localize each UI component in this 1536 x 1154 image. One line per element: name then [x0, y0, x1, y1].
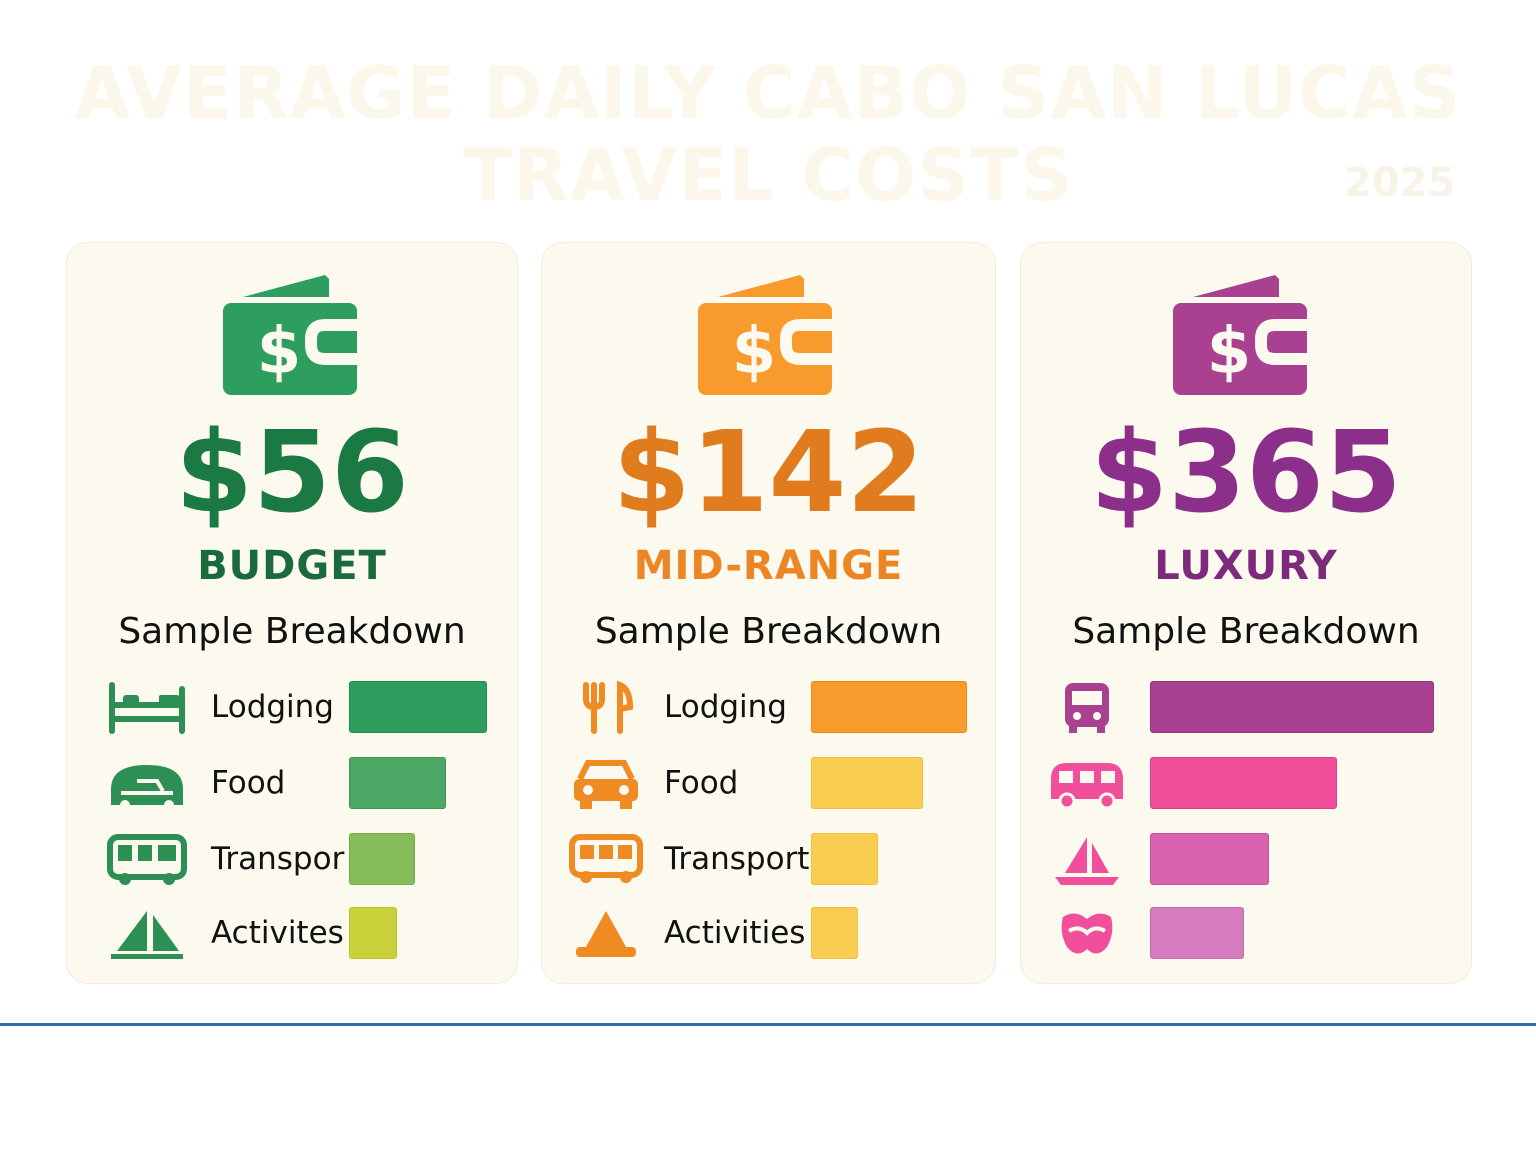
breakdown-row-food: Food	[542, 757, 995, 811]
mid-range-card: $ $142 MID-RANGE Sample Breakdown Lodgin…	[541, 242, 996, 984]
cost-bar	[349, 907, 397, 959]
breakdown-row-lodging: Lodging	[67, 681, 517, 735]
wallet-icon: $	[698, 275, 832, 395]
breakdown-row-lodging: Lodging	[542, 681, 995, 735]
svg-text:$: $	[732, 315, 777, 389]
bed-icon	[109, 682, 185, 734]
page-title: AVERAGE DAILY CABO SAN LUCAS TRAVEL COST…	[0, 52, 1536, 216]
van-icon	[1051, 763, 1123, 810]
cost-bar	[811, 681, 967, 733]
cost-bar	[349, 833, 415, 885]
title-line-2: TRAVEL COSTS	[462, 133, 1074, 217]
bus-icon	[1065, 683, 1109, 733]
cost-bar	[349, 757, 446, 809]
row-label: Food	[211, 765, 286, 801]
daily-price: $142	[612, 408, 925, 538]
cost-bar	[811, 757, 923, 809]
row-label: Lodging	[211, 689, 334, 725]
sailboat-icon	[1055, 837, 1119, 885]
breakdown-row-3	[1021, 833, 1471, 887]
cost-bar	[811, 907, 858, 959]
breakdown-row-2	[1021, 757, 1471, 811]
breakdown-row-activities: Activites	[67, 907, 517, 961]
divider-line	[0, 1023, 1536, 1026]
fork-knife-icon	[583, 681, 634, 734]
cost-bar	[1150, 907, 1244, 959]
bus-icon	[569, 834, 643, 883]
tier-label: BUDGET	[197, 543, 387, 589]
breakdown-row-food: Food	[67, 757, 517, 811]
cost-bar	[1150, 833, 1269, 885]
wallet-icon: $	[1173, 275, 1307, 395]
breakdown-row-transport: Transport	[542, 833, 995, 887]
cost-bar	[811, 833, 878, 885]
breakdown-row-activities: Activities	[542, 907, 995, 961]
cost-bar	[1150, 681, 1434, 733]
title-line-1: AVERAGE DAILY CABO SAN LUCAS	[74, 51, 1462, 135]
daily-price: $56	[175, 408, 409, 538]
row-label: Transpor	[211, 841, 345, 877]
row-label: Food	[664, 765, 739, 801]
row-label: Activities	[664, 915, 806, 951]
breakdown-heading: Sample Breakdown	[118, 611, 466, 652]
breakdown-row-4	[1021, 907, 1471, 961]
car-icon	[111, 765, 183, 810]
breakdown-heading: Sample Breakdown	[594, 611, 943, 652]
mask-icon	[1061, 913, 1113, 954]
car-icon	[574, 760, 638, 809]
cost-bar	[1150, 757, 1337, 809]
row-label: Activites	[211, 915, 344, 951]
wallet-icon: $	[223, 275, 357, 395]
row-label: Lodging	[664, 689, 787, 725]
breakdown-heading: Sample Breakdown	[1072, 611, 1420, 652]
bus-icon	[107, 834, 187, 885]
row-label: Transport	[664, 841, 810, 877]
breakdown-row-transport: Transpor	[67, 833, 517, 887]
luxury-card: $ $365 LUXURY Sample Breakdown	[1020, 242, 1472, 984]
breakdown-row-1	[1021, 681, 1471, 735]
tier-label: MID-RANGE	[633, 543, 904, 589]
svg-text:$: $	[1207, 315, 1252, 389]
sailboat-icon	[111, 911, 183, 959]
tent-icon	[576, 911, 636, 957]
svg-text:$: $	[257, 315, 302, 389]
year-label: 2025	[1344, 160, 1456, 206]
daily-price: $365	[1090, 408, 1402, 538]
cost-bar	[349, 681, 487, 733]
tier-label: LUXURY	[1154, 543, 1338, 589]
budget-card: $ $56 BUDGET Sample Breakdown Lodging Fo…	[66, 242, 518, 984]
